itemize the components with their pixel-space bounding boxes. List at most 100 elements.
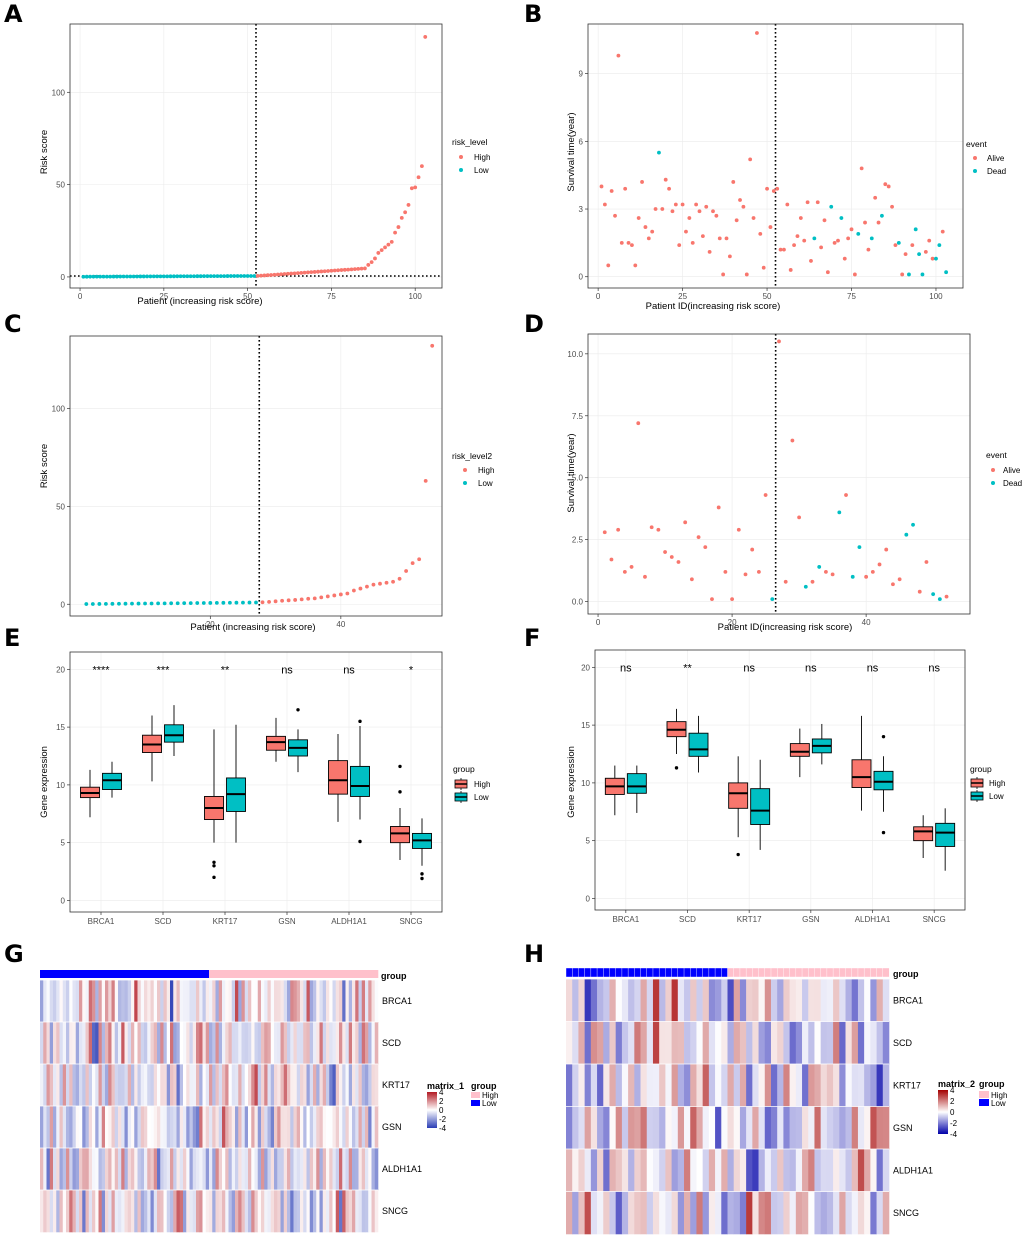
panel-h-row-label: ALDH1A1 xyxy=(893,1165,933,1175)
panel-g-cell xyxy=(228,980,233,1023)
panel-g-cell xyxy=(329,1148,333,1191)
panel-g-cell xyxy=(280,1148,285,1191)
panel-h-cell xyxy=(857,1064,865,1107)
panel-h-cell xyxy=(702,1106,710,1150)
panel-f-box-high xyxy=(913,815,934,858)
panel-h-cell xyxy=(708,979,716,1022)
panel-g-cell xyxy=(371,1148,376,1191)
panel-c-point xyxy=(162,601,167,606)
panel-h-cell xyxy=(721,979,728,1022)
panel-g-cell xyxy=(118,1022,122,1065)
panel-g-cell xyxy=(296,1022,301,1065)
panel-h-cell xyxy=(839,979,846,1022)
panel-g-cell xyxy=(277,980,281,1023)
panel-a-point xyxy=(399,215,404,220)
panel-h-annotation-cell xyxy=(565,967,573,978)
panel-d-ytick-label: 2.5 xyxy=(572,536,584,545)
panel-g-cell xyxy=(131,1022,135,1065)
panel-g-cell xyxy=(241,1106,246,1149)
panel-g-annotation-cell xyxy=(205,970,210,978)
panel-f-box-high xyxy=(728,756,749,857)
panel-h-cell xyxy=(758,979,766,1022)
panel-b-point xyxy=(900,272,905,277)
panel-d-point xyxy=(756,569,761,574)
panel-h-cell xyxy=(789,1021,797,1065)
panel-g-cell xyxy=(43,1106,47,1149)
panel-h-cell xyxy=(609,1064,616,1107)
panel-c-point xyxy=(332,593,337,598)
panel-a-point xyxy=(339,268,344,272)
panel-g-cell xyxy=(371,1064,376,1107)
panel-g-cell xyxy=(170,980,174,1023)
panel-h-cell xyxy=(677,1106,685,1150)
panel-g-cell xyxy=(163,1064,168,1107)
panel-h-cell xyxy=(677,1149,685,1192)
panel-h-cell xyxy=(566,1191,573,1235)
panel-e-outlier xyxy=(212,875,216,880)
panel-g-cell xyxy=(121,1106,125,1149)
panel-h-annotation-cell xyxy=(646,967,654,978)
panel-g-cell xyxy=(183,1190,187,1233)
panel-g-cell xyxy=(270,1106,275,1149)
panel-b-point xyxy=(663,177,668,182)
panel-e-legend: group High Low xyxy=(453,764,490,803)
panel-h-cell xyxy=(814,1191,821,1235)
panel-g-cell xyxy=(124,980,129,1023)
panel-b-point xyxy=(910,243,915,248)
panel-h-cell xyxy=(870,1064,877,1107)
panel-g-cell xyxy=(153,1106,158,1149)
panel-h-cell xyxy=(882,1149,890,1192)
panel-d-legend-dead: Dead xyxy=(1003,479,1022,488)
panel-g-row-label: SCD xyxy=(382,1038,402,1048)
panel-g-cell xyxy=(160,1064,164,1107)
panel-d-point xyxy=(924,560,929,564)
panel-b-point xyxy=(805,200,810,205)
panel-b-point xyxy=(643,225,648,229)
panel-d-point xyxy=(616,527,621,532)
panel-h-annotation-cell xyxy=(789,967,797,978)
panel-g-cell xyxy=(274,1064,278,1107)
panel-c-point xyxy=(404,569,409,573)
panel-g-cell xyxy=(183,1148,187,1191)
panel-g-cell xyxy=(244,1190,249,1233)
panel-g-cell xyxy=(108,1064,112,1107)
panel-c-point xyxy=(351,588,356,593)
panel-d-point xyxy=(870,569,875,574)
panel-g-annotation-cell xyxy=(153,970,158,978)
panel-g-cell xyxy=(40,1106,44,1149)
panel-h-cell xyxy=(795,1064,803,1107)
panel-h-cell xyxy=(864,979,871,1022)
panel-g-row-label: GSN xyxy=(382,1122,402,1132)
panel-g-cell xyxy=(309,1064,314,1107)
panel-g-annotation-cell xyxy=(124,970,129,978)
panel-h-annotation-cell xyxy=(876,967,884,978)
panel-g-cell xyxy=(280,1106,285,1149)
panel-g-cell xyxy=(111,1064,116,1107)
panel-h-cell xyxy=(715,1149,722,1192)
panel-b-point xyxy=(650,229,655,234)
panel-g-cell xyxy=(296,1106,301,1149)
panel-g-cell xyxy=(118,980,122,1023)
panel-g-annotation-cell xyxy=(108,970,112,978)
panel-g-colorbar-tick: -2 xyxy=(439,1115,447,1124)
panel-h-cell xyxy=(746,1191,753,1235)
panel-g-cell xyxy=(124,1148,129,1191)
panel-d-point xyxy=(683,520,688,525)
panel-b-point xyxy=(717,236,722,241)
panel-b-point xyxy=(890,204,894,209)
panel-a-legend-key-high xyxy=(459,155,463,159)
panel-g-cell xyxy=(144,1148,148,1191)
panel-a-point xyxy=(182,274,186,279)
panel-c-ytick-label: 0 xyxy=(61,600,66,609)
panel-h-cell xyxy=(690,1149,697,1192)
panel-a-point xyxy=(376,251,381,255)
panel-a-point xyxy=(84,274,89,279)
panel-e-box-high xyxy=(142,715,162,782)
panel-b-point xyxy=(660,207,665,211)
panel-h-annotation-cell xyxy=(820,967,828,978)
panel-g-cell xyxy=(300,1190,304,1233)
panel-g-annotation-cell xyxy=(257,970,262,978)
